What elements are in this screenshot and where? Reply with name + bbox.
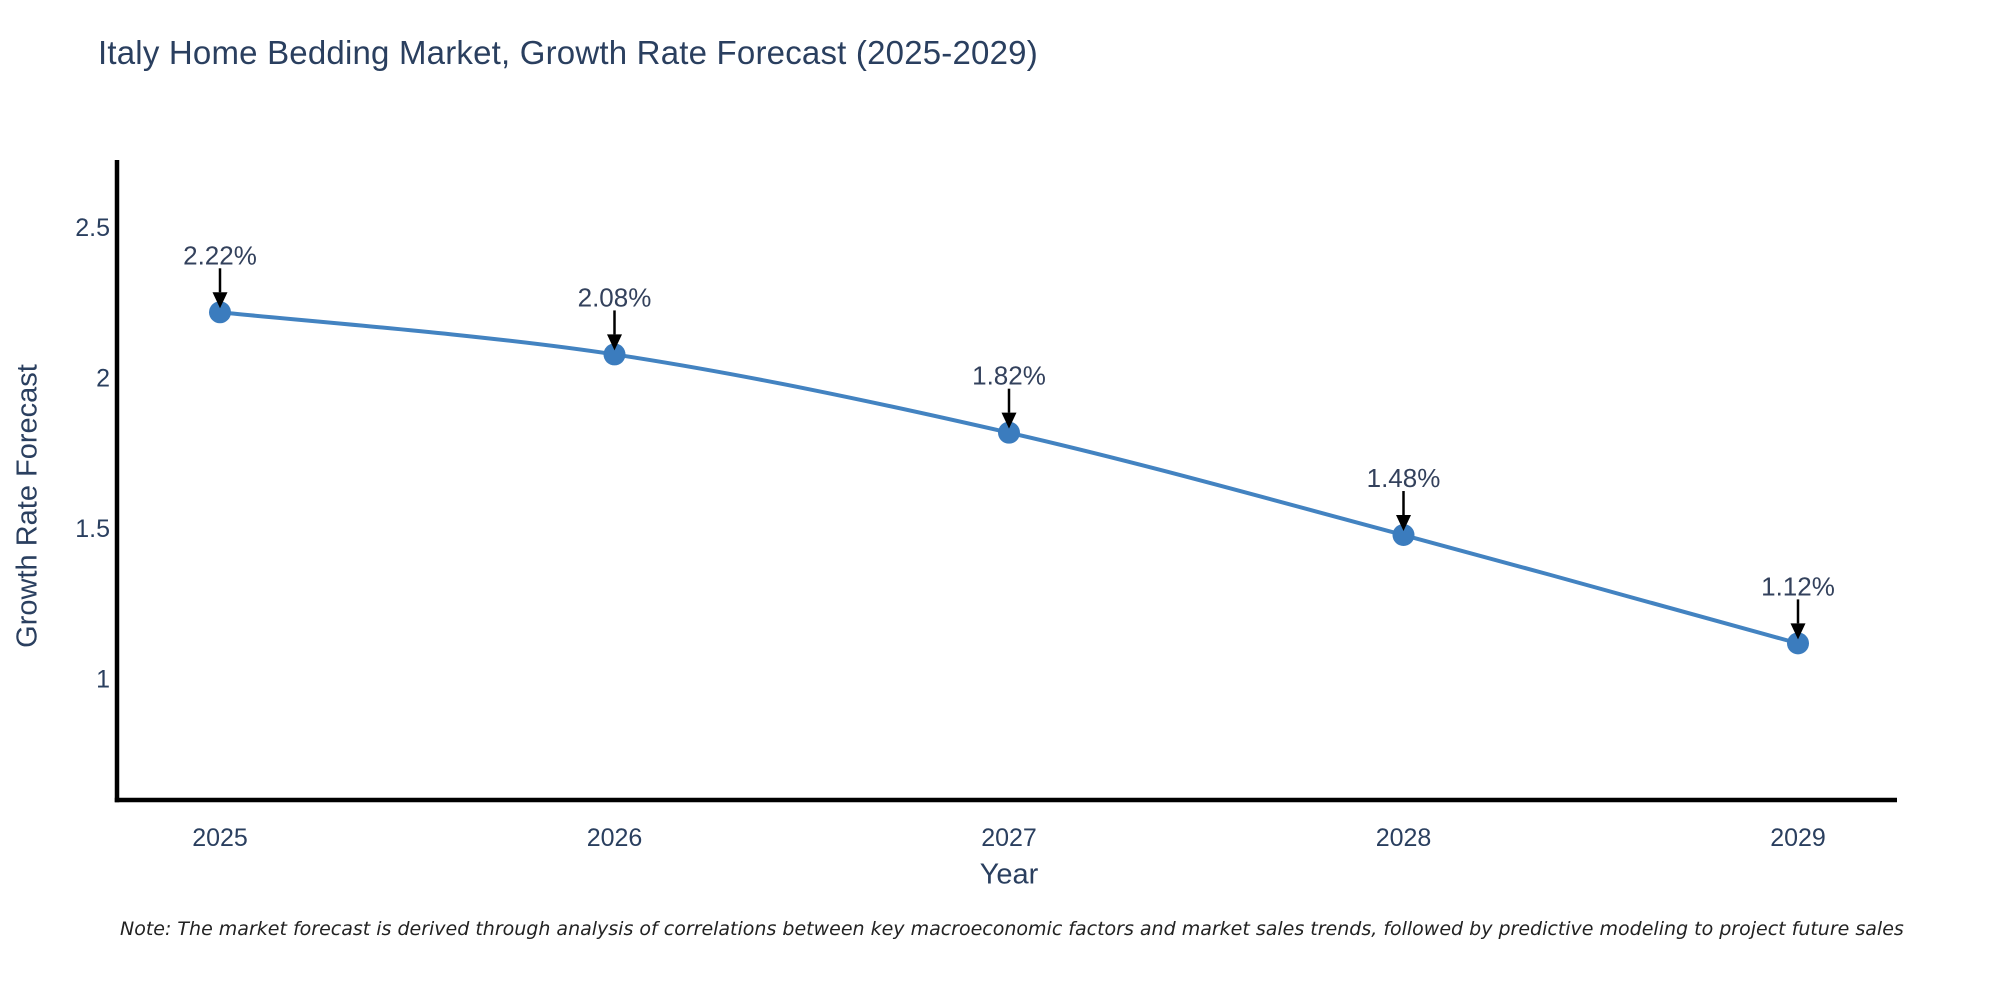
annotation-arrowhead [1001, 412, 1017, 429]
data-point-marker [1787, 632, 1809, 655]
footnote: Note: The market forecast is derived thr… [120, 918, 1904, 940]
annotation-arrowhead [1396, 515, 1411, 532]
x-tick-label: 2026 [587, 824, 643, 852]
annotation-label: 2.22% [183, 240, 257, 270]
annotation-arrowhead [212, 292, 228, 309]
data-series [209, 301, 1809, 655]
y-tick-label: 1 [96, 666, 110, 694]
annotation-arrowhead [1790, 623, 1806, 640]
data-point-marker [209, 301, 231, 324]
annotation-label: 1.82% [972, 361, 1046, 391]
annotation-label: 2.08% [578, 282, 652, 312]
x-axis-title: Year [979, 858, 1039, 891]
y-tick-label: 2 [96, 365, 110, 393]
axes [114, 160, 1897, 803]
x-tick-label: 2027 [981, 824, 1037, 852]
point-annotations: 2.22% 2.08% 1.82% 1.48% 1.12% [183, 240, 1835, 640]
y-tick-label: 2.5 [75, 214, 110, 242]
x-tick-labels: 2025 2026 2027 2028 2029 [192, 824, 1826, 852]
annotation-label: 1.48% [1367, 463, 1441, 493]
data-point-marker [603, 343, 626, 366]
data-point-marker [1392, 524, 1415, 547]
y-tick-label: 1.5 [75, 515, 110, 543]
x-tick-label: 2025 [192, 824, 248, 852]
x-tick-label: 2028 [1376, 824, 1432, 852]
annotation-arrowhead [607, 334, 622, 351]
data-point-marker [998, 421, 1020, 444]
x-tick-label: 2029 [1770, 824, 1826, 852]
annotation-label: 1.12% [1761, 571, 1835, 601]
chart-title: Italy Home Bedding Market, Growth Rate F… [98, 34, 1038, 71]
y-tick-labels: 2.5 2 1.5 1 [75, 214, 110, 694]
